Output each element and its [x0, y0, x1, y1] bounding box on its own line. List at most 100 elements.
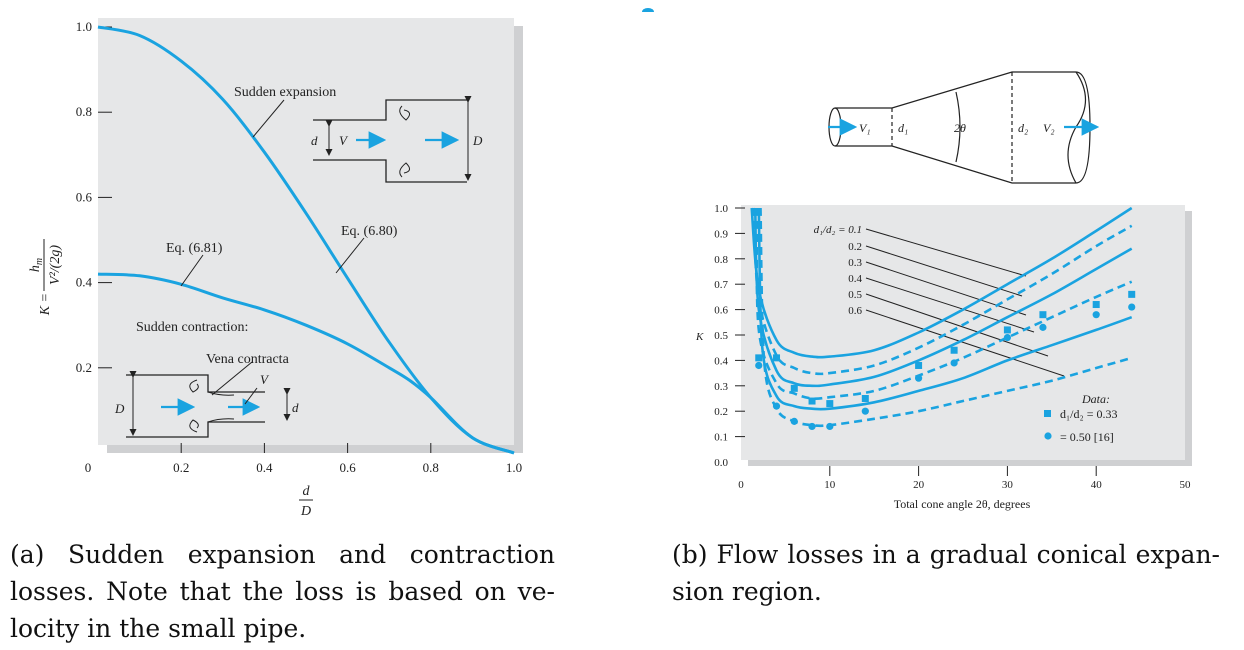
inset-expansion-diagram	[313, 96, 472, 183]
schematic-V2: V₂	[1043, 121, 1055, 135]
series-label: 0.6	[848, 305, 862, 317]
caption-a-line3: locity in the small pipe.	[10, 614, 307, 643]
inset-expansion-d: d	[311, 133, 318, 148]
ylabel-den: V²/(2g)	[48, 245, 63, 285]
top-marker-icon	[642, 8, 654, 12]
chart-b-xtick-label: 30	[1002, 479, 1014, 491]
chart-b-ylabel: K	[695, 331, 704, 343]
data-point-circle	[755, 361, 763, 370]
series-sudden-contraction	[97, 272, 515, 455]
caption-a-line2: losses. Note that the loss is based on v…	[10, 577, 555, 606]
label-eq-680: Eq. (6.80)	[341, 224, 398, 239]
chart-b-axes: 0 10 20 30 40 50 0.0 0.1 0.2 0.3 0.4 0.5 0.6 0.7 0.8 0.…	[714, 203, 1191, 491]
data-point-square	[808, 397, 816, 405]
chart-b-ytick-label: 0.0	[714, 457, 728, 469]
series-label-leader	[865, 261, 1027, 316]
chart-b-xlabel: Total cone angle 2θ, degrees	[894, 497, 1031, 511]
caption-a: (a) Sudden expansion and contraction los…	[10, 536, 555, 647]
series-label-leader	[865, 228, 1027, 277]
data-point-square	[755, 354, 763, 362]
chart-b-curves	[750, 206, 1133, 428]
label-eq-681: Eq. (6.81)	[166, 241, 223, 256]
schematic-angle: 2θ	[954, 121, 966, 135]
cone-schematic	[828, 71, 1100, 184]
inset-contraction-D: D	[114, 401, 125, 416]
label-sudden-contraction: Sudden contraction:	[136, 320, 248, 335]
caption-b-line2: sion region.	[672, 577, 822, 606]
legend-circle-marker	[1044, 432, 1052, 440]
label-vena-contracta: Vena contracta	[206, 352, 290, 367]
ylabel-lhs: K =	[38, 293, 53, 316]
inset-contraction-d: d	[292, 400, 299, 415]
chart-a-xlabel-den: D	[300, 504, 311, 519]
data-point-circle	[1128, 303, 1136, 311]
data-point-circle	[1039, 323, 1047, 331]
chart-a-axes: 0 0.2 0.4 0.6 0.8 1.0 0.2 0.4 0.6 0.8 1.0	[76, 19, 522, 475]
legend-title: Data:	[1081, 392, 1110, 406]
chart-b-xtick-label: 50	[1180, 479, 1192, 491]
data-point-circle	[861, 407, 869, 415]
series-ratio-1	[750, 206, 1133, 359]
chart-b-ytick-label: 0.6	[714, 305, 728, 317]
series-ratio-5	[757, 207, 1133, 411]
chart-b-ytick-label: 0.9	[714, 228, 728, 240]
schematic-V1: V₁	[859, 121, 871, 135]
chart-b-ytick-label: 0.4	[714, 355, 728, 367]
chart-a-xtick-label: 1.0	[506, 460, 522, 475]
chart-a-xtick-label: 0.4	[256, 460, 273, 475]
data-point-circle	[790, 417, 798, 425]
figure-canvas: 0 0.2 0.4 0.6 0.8 1.0 0.2 0.4 0.6 0.8 1.0 Sudden e…	[28, 8, 1192, 519]
chart-a-panel	[98, 18, 514, 445]
chart-b-data-points	[755, 290, 1136, 431]
chart-a: 0 0.2 0.4 0.6 0.8 1.0 0.2 0.4 0.6 0.8 1.0 Sudden e…	[28, 18, 523, 519]
data-point-square	[790, 384, 798, 392]
chart-b-legend: Data: d₁/d₂ = 0.33 = 0.50 [16]	[1044, 392, 1117, 444]
ylabel-num: hm	[28, 258, 45, 272]
chart-a-ytick-label: 1.0	[76, 19, 92, 34]
series-ratio-3	[753, 207, 1133, 388]
inset-expansion-V: V	[339, 133, 349, 148]
chart-a-ytick-label: 0.4	[76, 275, 93, 290]
schematic-d2: d₂	[1018, 121, 1028, 135]
chart-b-series-leaders: d₁/d₂ = 0.1 0.2 0.3 0.4 0.5 0.6	[814, 224, 1065, 377]
caption-b-line1: (b) Flow losses in a gradual conical exp…	[672, 540, 1220, 569]
chart-a-ytick-label: 0.2	[76, 360, 92, 375]
series-ratio-6	[759, 207, 1133, 428]
inset-contraction-diagram	[126, 361, 291, 438]
chart-a-xtick-label: 0.8	[423, 460, 439, 475]
series-label: 0.5	[848, 289, 862, 301]
chart-b-xtick-label: 0	[738, 479, 744, 491]
chart-b-ytick-label: 0.5	[714, 330, 728, 342]
inset-contraction-V: V	[260, 372, 270, 387]
data-point-square	[861, 395, 869, 402]
series-label-leader	[865, 277, 1035, 333]
data-point-square	[826, 400, 834, 408]
data-point-circle	[772, 402, 781, 410]
chart-a-xlabel-num: d	[303, 484, 311, 499]
data-point-square	[950, 346, 958, 354]
data-point-square	[1128, 290, 1136, 298]
chart-b-ytick-label: 0.8	[714, 254, 728, 266]
legend-square-label: d₁/d₂ = 0.33	[1060, 407, 1117, 421]
data-point-square	[1039, 311, 1047, 319]
chart-b-ytick-label: 0.3	[714, 381, 728, 393]
chart-b-xtick-label: 20	[913, 479, 925, 491]
data-point-square	[1092, 301, 1100, 309]
series-ratio-2	[752, 207, 1133, 376]
chart-b: V₁ d₁ 2θ d₂ V₂ 0 10 20 30 40 50 0.0 0.1 0.2 0.3 0.…	[695, 71, 1192, 511]
data-point-square	[773, 354, 781, 362]
chart-a-ylabel: K = hm V²/(2g)	[28, 239, 63, 316]
series-label: 0.4	[848, 273, 862, 285]
chart-b-ytick-label: 0.1	[714, 432, 728, 444]
chart-a-ytick-label: 0.8	[76, 104, 92, 119]
series-label-leader	[865, 309, 1065, 377]
series-label-leader	[865, 293, 1049, 357]
data-point-circle	[808, 422, 816, 431]
chart-b-ytick-label: 0.7	[714, 279, 728, 291]
chart-a-curves	[97, 25, 515, 455]
data-point-circle	[950, 359, 958, 367]
caption-a-line1: (a) Sudden expansion and contraction	[10, 540, 555, 569]
chart-b-ytick-label: 1.0	[714, 203, 728, 215]
inset-expansion-D: D	[472, 133, 483, 148]
chart-a-xtick-label: 0.2	[173, 460, 189, 475]
